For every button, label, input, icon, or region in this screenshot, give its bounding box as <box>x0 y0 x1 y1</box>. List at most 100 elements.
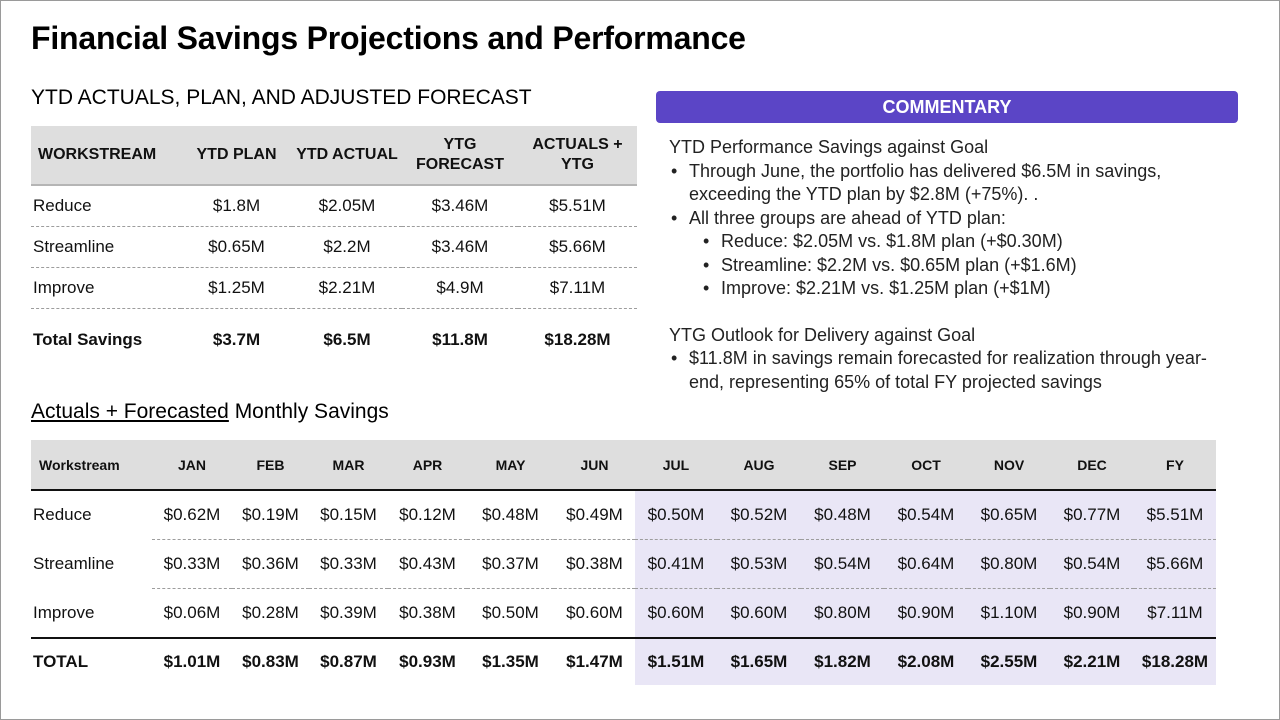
header-sep: SEP <box>801 440 884 491</box>
table-cell: $11.8M <box>432 330 488 349</box>
header-ytd-plan: YTD PLAN <box>181 126 292 186</box>
forecast-cell: $18.28M <box>1134 638 1216 685</box>
forecast-cell: $0.41M <box>635 539 717 589</box>
table-cell: Reduce <box>31 185 181 227</box>
forecast-cell: $2.08M <box>884 638 968 685</box>
sub-bullet-item: Streamline: $2.2M vs. $0.65M plan (+$1.6… <box>669 254 1239 278</box>
table-cell: $0.49M <box>554 490 635 540</box>
table-cell: Total Savings <box>33 330 143 349</box>
forecast-cell: $0.54M <box>1050 539 1134 589</box>
forecast-cell: $5.51M <box>1134 490 1216 540</box>
table-row: Reduce $0.62M $0.19M $0.15M $0.12M $0.48M $0.4… <box>31 490 1216 540</box>
header-ytg-forecast: YTG FORECAST <box>402 126 518 186</box>
table-cell: $5.51M <box>518 185 637 227</box>
table-cell: $6.5M <box>323 330 371 349</box>
forecast-cell: $0.90M <box>884 588 968 639</box>
commentary-block-title: YTG Outlook for Delivery against Goal <box>669 324 976 345</box>
bullet-item: All three groups are ahead of YTD plan: <box>669 207 1239 231</box>
table-cell: $0.60M <box>554 588 635 639</box>
header-may: MAY <box>467 440 554 491</box>
table-cell: $7.11M <box>518 267 637 309</box>
table-cell: $0.36M <box>232 539 309 589</box>
table-cell: $0.50M <box>467 588 554 639</box>
table-cell: $0.33M <box>152 539 232 589</box>
table-cell: $0.39M <box>309 588 388 639</box>
forecast-cell: $1.65M <box>717 638 801 685</box>
table-cell: Streamline <box>33 554 115 573</box>
sub-bullet-item: Reduce: $2.05M vs. $1.8M plan (+$0.30M) <box>669 230 1239 254</box>
header-jan: JAN <box>152 440 232 491</box>
table-cell: $0.37M <box>467 539 554 589</box>
header-workstream: WORKSTREAM <box>31 126 181 186</box>
header-workstream: Workstream <box>31 440 152 491</box>
table-cell: $3.46M <box>402 226 518 268</box>
forecast-cell: $0.90M <box>1050 588 1134 639</box>
table-cell: $2.2M <box>292 226 402 268</box>
forecast-cell: $0.64M <box>884 539 968 589</box>
header-aug: AUG <box>717 440 801 491</box>
commentary-header: COMMENTARY <box>656 91 1238 123</box>
table-cell: Reduce <box>33 505 92 525</box>
forecast-cell: $0.65M <box>968 490 1050 540</box>
header-jul: JUL <box>635 440 717 491</box>
page-title: Financial Savings Projections and Perfor… <box>31 20 746 56</box>
table-cell: $0.43M <box>388 539 467 589</box>
table-cell: $1.47M <box>566 652 623 671</box>
table-cell: $0.62M <box>152 490 232 540</box>
forecast-cell: $1.51M <box>635 638 717 685</box>
ytd-section-title: YTD ACTUALS, PLAN, AND ADJUSTED FORECAST <box>31 86 532 109</box>
forecast-cell: $0.48M <box>801 490 884 540</box>
table-row: Streamline $0.65M $2.2M $3.46M $5.66M <box>31 226 637 268</box>
header-ytd-actual: YTD ACTUAL <box>292 126 402 186</box>
forecast-cell: $7.11M <box>1134 588 1216 639</box>
header-fy: FY <box>1134 440 1216 491</box>
commentary-body: YTD Performance Savings against Goal Thr… <box>669 136 1239 394</box>
header-jun: JUN <box>554 440 635 491</box>
table-cell: $0.48M <box>467 490 554 540</box>
table-cell: $0.15M <box>309 490 388 540</box>
commentary-block-title: YTD Performance Savings against Goal <box>669 137 989 157</box>
header-dec: DEC <box>1050 440 1134 491</box>
table-cell: $2.21M <box>292 267 402 309</box>
header-mar: MAR <box>309 440 388 491</box>
forecast-cell: $0.77M <box>1050 490 1134 540</box>
table-cell: $1.25M <box>181 267 292 309</box>
table-cell: $0.33M <box>309 539 388 589</box>
table-row: Reduce $1.8M $2.05M $3.46M $5.51M <box>31 185 637 227</box>
table-cell: $0.93M <box>399 652 456 671</box>
monthly-section-title: Actuals + Forecasted Monthly Savings <box>31 400 389 424</box>
table-row: Improve $0.06M $0.28M $0.39M $0.38M $0.50M $0.… <box>31 588 1216 639</box>
table-cell: $1.8M <box>181 185 292 227</box>
forecast-cell: $5.66M <box>1134 539 1216 589</box>
table-cell: $0.28M <box>232 588 309 639</box>
sub-bullet-list: Reduce: $2.05M vs. $1.8M plan (+$0.30M) … <box>669 230 1239 301</box>
forecast-cell: $2.21M <box>1050 638 1134 685</box>
ytd-table: WORKSTREAM YTD PLAN YTD ACTUAL YTG FOREC… <box>31 126 637 371</box>
monthly-table: Workstream JAN FEB MAR APR MAY JUN JUL AUG SEP OCT… <box>31 440 1216 685</box>
header-actuals-ytg: ACTUALS + YTG <box>518 126 637 186</box>
header-feb: FEB <box>232 440 309 491</box>
table-cell: $0.38M <box>554 539 635 589</box>
header-oct: OCT <box>884 440 968 491</box>
bullet-item: $11.8M in savings remain forecasted for … <box>669 347 1239 394</box>
table-cell: $0.12M <box>388 490 467 540</box>
table-cell: Improve <box>31 588 152 639</box>
bullet-list: $11.8M in savings remain forecasted for … <box>669 347 1239 394</box>
table-cell: $18.28M <box>544 330 611 349</box>
forecast-cell: $0.60M <box>635 588 717 639</box>
total-row: TOTAL $1.01M $0.83M $0.87M $0.93M $1.35M $1.47… <box>31 638 1216 685</box>
bullet-list: Through June, the portfolio has delivere… <box>669 160 1239 231</box>
table-cell: $4.9M <box>402 267 518 309</box>
table-cell: $1.01M <box>163 652 221 671</box>
table-row: Improve $1.25M $2.21M $4.9M $7.11M <box>31 267 637 309</box>
forecast-cell: $0.60M <box>717 588 801 639</box>
table-cell: TOTAL <box>33 652 89 671</box>
table-cell: $0.19M <box>232 490 309 540</box>
table-cell: Improve <box>31 267 181 309</box>
monthly-header-row: Workstream JAN FEB MAR APR MAY JUN JUL AUG SEP OCT… <box>31 440 1216 491</box>
forecast-cell: $1.82M <box>801 638 884 685</box>
table-cell: $0.38M <box>388 588 467 639</box>
forecast-cell: $0.50M <box>635 490 717 540</box>
table-row: Streamline $0.33M $0.36M $0.33M $0.43M $0.37M… <box>31 539 1216 589</box>
table-cell: $5.66M <box>518 226 637 268</box>
